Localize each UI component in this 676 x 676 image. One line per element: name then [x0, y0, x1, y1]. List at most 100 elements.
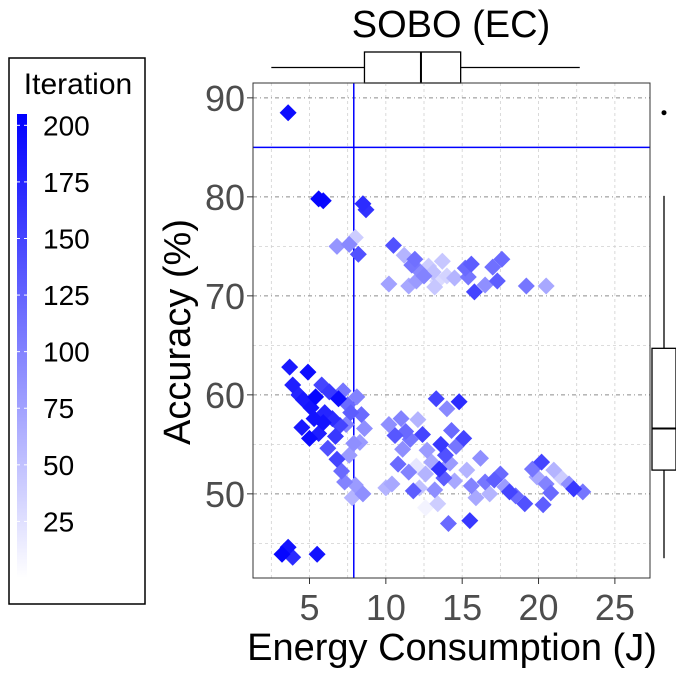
legend-title: Iteration	[24, 68, 132, 101]
data-point	[418, 441, 436, 459]
data-point	[406, 250, 424, 268]
plot-panel	[252, 82, 651, 579]
y-tick-label: 60	[205, 375, 245, 416]
data-points	[273, 104, 592, 566]
y-box-body	[651, 347, 676, 471]
data-point	[516, 495, 534, 513]
data-point	[450, 393, 468, 411]
colorbar-tick-label: 175	[43, 167, 90, 198]
y-axis-ticks: 50 60 70 80 90	[205, 78, 253, 515]
data-point	[404, 482, 422, 500]
data-point	[349, 245, 367, 263]
data-point	[383, 475, 401, 493]
data-point	[462, 477, 480, 495]
data-point	[400, 463, 418, 481]
data-point	[354, 485, 372, 503]
data-point	[328, 450, 346, 468]
data-point	[308, 545, 326, 563]
data-point	[458, 461, 476, 479]
colorbar-tick-label: 125	[43, 280, 90, 311]
data-point	[300, 429, 318, 447]
data-point	[542, 484, 560, 502]
data-point	[342, 404, 360, 422]
data-point	[352, 406, 370, 424]
panel-border	[252, 82, 651, 579]
data-point	[533, 453, 551, 471]
x-tick-label: 10	[366, 587, 406, 628]
data-point	[429, 495, 447, 513]
data-point	[314, 414, 332, 432]
y-box-outlier	[661, 110, 667, 116]
data-point	[446, 269, 464, 287]
data-point	[484, 258, 502, 276]
data-point	[413, 425, 431, 443]
energy-marginal-boxplot	[271, 51, 580, 84]
colorbar-tick-label: 50	[43, 450, 74, 481]
data-point	[310, 190, 328, 208]
data-point	[438, 400, 456, 418]
data-point	[507, 487, 525, 505]
colorbar-tick-label: 75	[43, 393, 74, 424]
data-point	[432, 435, 450, 453]
data-point	[439, 515, 457, 533]
y-tick-label: 70	[205, 276, 245, 317]
data-point	[307, 388, 325, 406]
colorbar-tick-label: 25	[43, 506, 74, 537]
reference-lines	[253, 83, 650, 578]
data-point	[433, 252, 451, 270]
data-point	[273, 545, 291, 563]
colorbar-tick-label: 150	[43, 223, 90, 254]
data-point	[427, 390, 445, 408]
data-point	[455, 429, 473, 447]
data-point	[354, 195, 372, 213]
data-point	[493, 250, 511, 268]
colorbar-tick-label: 200	[43, 110, 90, 141]
x-tick-label: 5	[299, 587, 319, 628]
data-point	[565, 480, 583, 498]
data-point	[415, 267, 433, 285]
y-tick-label: 80	[205, 177, 245, 218]
data-point	[299, 363, 317, 381]
data-point	[340, 235, 358, 253]
data-point	[430, 460, 448, 478]
data-point	[380, 275, 398, 293]
data-point	[409, 411, 427, 429]
colorbar-tick-label: 100	[43, 337, 90, 368]
y-tick-label: 50	[205, 474, 245, 515]
data-point	[443, 421, 460, 439]
data-point	[293, 419, 311, 437]
data-point	[389, 455, 407, 473]
x-axis-ticks: 5 10 15 20 25	[299, 578, 635, 628]
data-point	[462, 255, 480, 273]
data-point	[355, 420, 373, 438]
data-point	[328, 237, 346, 255]
x-tick-label: 20	[519, 587, 559, 628]
data-point	[384, 236, 402, 254]
y-axis-title: Accuracy (%)	[157, 219, 199, 445]
data-point	[426, 481, 444, 499]
data-point	[395, 246, 413, 264]
data-point	[279, 104, 297, 122]
colorbar-gradient	[17, 114, 27, 578]
data-point	[386, 426, 404, 444]
y-tick-label: 90	[205, 78, 245, 119]
data-point	[534, 496, 552, 514]
data-point	[319, 439, 337, 457]
data-point	[472, 449, 490, 467]
data-point	[465, 283, 483, 301]
x-tick-label: 25	[595, 587, 635, 628]
data-point	[501, 483, 519, 501]
data-point	[545, 461, 563, 479]
data-point	[281, 358, 299, 376]
data-point	[417, 465, 435, 483]
chart-title: SOBO (EC)	[352, 4, 550, 46]
data-point	[537, 277, 555, 295]
data-point	[330, 390, 348, 408]
iteration-colorbar-legend: Iteration 200 175 150 125 100 75 50 25	[8, 57, 146, 605]
data-point	[485, 471, 503, 489]
data-point	[348, 388, 366, 406]
data-point	[284, 376, 302, 394]
legend-frame	[8, 57, 146, 605]
data-point	[461, 512, 479, 530]
